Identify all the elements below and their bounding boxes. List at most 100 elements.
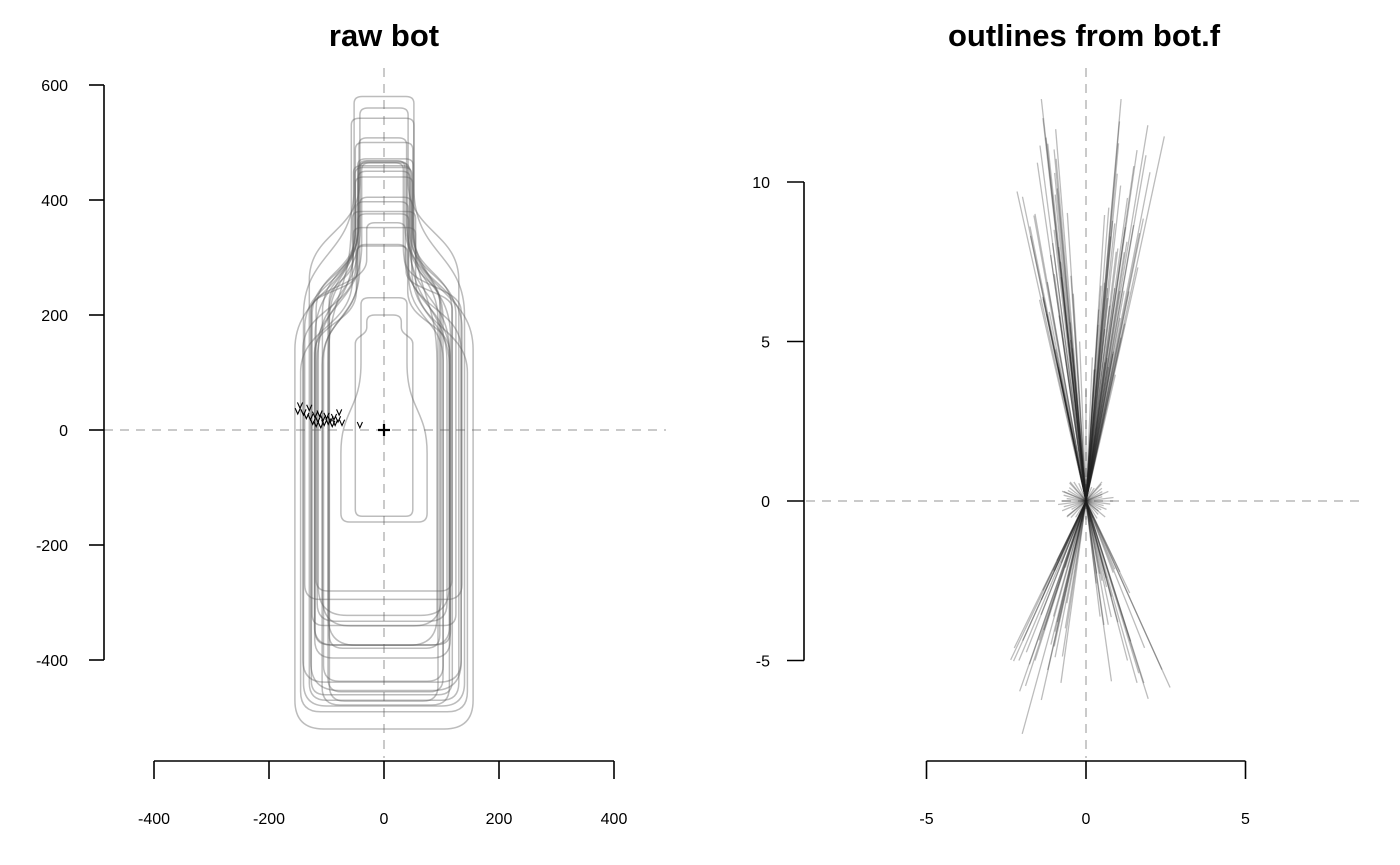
outline-ray xyxy=(1066,212,1087,502)
outline-ray-core xyxy=(1081,482,1087,502)
outline-ray xyxy=(1085,353,1114,502)
outline-ray xyxy=(1085,500,1101,617)
outline-ray xyxy=(1085,500,1108,588)
outline-ray-core xyxy=(1085,500,1098,519)
outline-ray-core xyxy=(1067,489,1087,502)
outline-ray xyxy=(1085,252,1125,502)
start-point xyxy=(319,414,327,423)
outline-ray xyxy=(1085,225,1135,502)
outline-ray-core xyxy=(1061,490,1087,502)
bottle-outline xyxy=(302,201,462,683)
outline-ray xyxy=(1085,500,1112,618)
outline-ray xyxy=(1061,500,1087,657)
outline-ray xyxy=(1085,155,1147,502)
panel-outlines-from-bot-f: outlines from bot.f -5 0 5 10 -5 0 5 xyxy=(752,18,1366,828)
outline-ray xyxy=(1064,500,1087,568)
outline-ray xyxy=(1063,490,1087,502)
outline-ray-core xyxy=(1085,493,1103,502)
outline-ray xyxy=(1034,213,1087,502)
outline-ray xyxy=(1051,243,1087,502)
outline-ray xyxy=(1085,305,1111,502)
start-point xyxy=(356,421,363,430)
outline-ray xyxy=(1070,275,1087,502)
outline-ray xyxy=(1085,99,1122,502)
bottle-outline xyxy=(354,314,414,518)
bottle-outline xyxy=(316,164,448,622)
outline-ray-core xyxy=(1061,500,1087,512)
outline-ray xyxy=(1085,337,1122,502)
outline-ray xyxy=(1022,500,1087,641)
outline-ray xyxy=(1085,500,1097,584)
start-point xyxy=(336,409,343,417)
outline-ray xyxy=(1069,339,1087,502)
outline-ray xyxy=(1085,500,1103,581)
outline-ray-core xyxy=(1078,482,1087,502)
outline-ray xyxy=(1085,290,1125,502)
outline-ray xyxy=(1085,362,1106,502)
bottle-outline xyxy=(317,162,450,617)
outline-ray xyxy=(1085,500,1121,573)
outline-ray-core xyxy=(1085,487,1103,502)
outline-ray xyxy=(1012,500,1087,662)
outline-ray xyxy=(1053,500,1087,572)
outline-ray xyxy=(1057,246,1087,502)
bottle-outline xyxy=(315,176,453,592)
outline-ray xyxy=(1046,281,1087,502)
outline-ray xyxy=(1085,121,1121,502)
outline-ray xyxy=(1085,500,1146,649)
outline-ray xyxy=(1085,291,1130,502)
chart-title-right: outlines from bot.f xyxy=(948,18,1221,53)
start-point xyxy=(330,413,338,422)
outline-ray xyxy=(1085,232,1141,502)
outline-ray-core xyxy=(1057,500,1087,506)
y-tick-label: 0 xyxy=(59,423,68,440)
outline-ray xyxy=(1085,309,1100,502)
outline-ray-core xyxy=(1085,487,1090,502)
outline-ray-core xyxy=(1068,487,1087,502)
outline-ray xyxy=(1066,500,1087,518)
outline-ray xyxy=(1085,324,1099,502)
outline-ray xyxy=(1043,500,1087,631)
outline-ray xyxy=(1085,185,1122,502)
outline-ray xyxy=(1054,500,1087,632)
outline-ray xyxy=(1028,500,1087,665)
outline-ray xyxy=(1085,125,1149,502)
fourier-outlines xyxy=(1010,98,1171,735)
outline-ray xyxy=(1010,500,1087,661)
outline-ray xyxy=(1085,223,1116,502)
outline-ray xyxy=(1085,328,1106,502)
y-tick-label: 400 xyxy=(41,193,68,210)
y-tick-label: 5 xyxy=(761,335,770,352)
outline-ray-core xyxy=(1063,494,1087,502)
outline-ray xyxy=(1085,500,1113,597)
outline-ray-core xyxy=(1069,482,1087,502)
outline-ray xyxy=(1078,341,1087,502)
bottle-outline xyxy=(313,245,451,646)
outline-ray-core xyxy=(1085,500,1099,512)
outline-ray xyxy=(1059,261,1087,502)
outline-ray xyxy=(1029,226,1087,502)
outline-ray xyxy=(1021,500,1087,735)
outline-ray xyxy=(1055,349,1087,502)
outline-ray xyxy=(1052,500,1087,571)
outline-ray xyxy=(1056,363,1087,502)
outline-ray xyxy=(1085,500,1163,670)
bottle-outline xyxy=(340,297,428,523)
bottle-outline xyxy=(328,226,441,649)
outline-ray xyxy=(1085,500,1109,625)
outline-ray xyxy=(1085,282,1106,502)
start-point xyxy=(300,409,307,417)
outline-ray xyxy=(1085,500,1149,699)
x-tick-label: 400 xyxy=(601,811,628,828)
outline-ray xyxy=(1038,500,1087,641)
outline-ray-core xyxy=(1063,500,1087,508)
x-axis-right: -5 0 5 xyxy=(919,760,1250,828)
bottle-outline xyxy=(299,210,469,713)
outline-ray xyxy=(1057,366,1087,502)
outline-ray-core xyxy=(1085,500,1094,519)
outline-ray xyxy=(1054,500,1087,658)
outline-ray xyxy=(1085,287,1116,502)
outline-ray xyxy=(1085,357,1094,502)
start-point xyxy=(309,418,316,426)
outline-ray xyxy=(1085,165,1135,502)
